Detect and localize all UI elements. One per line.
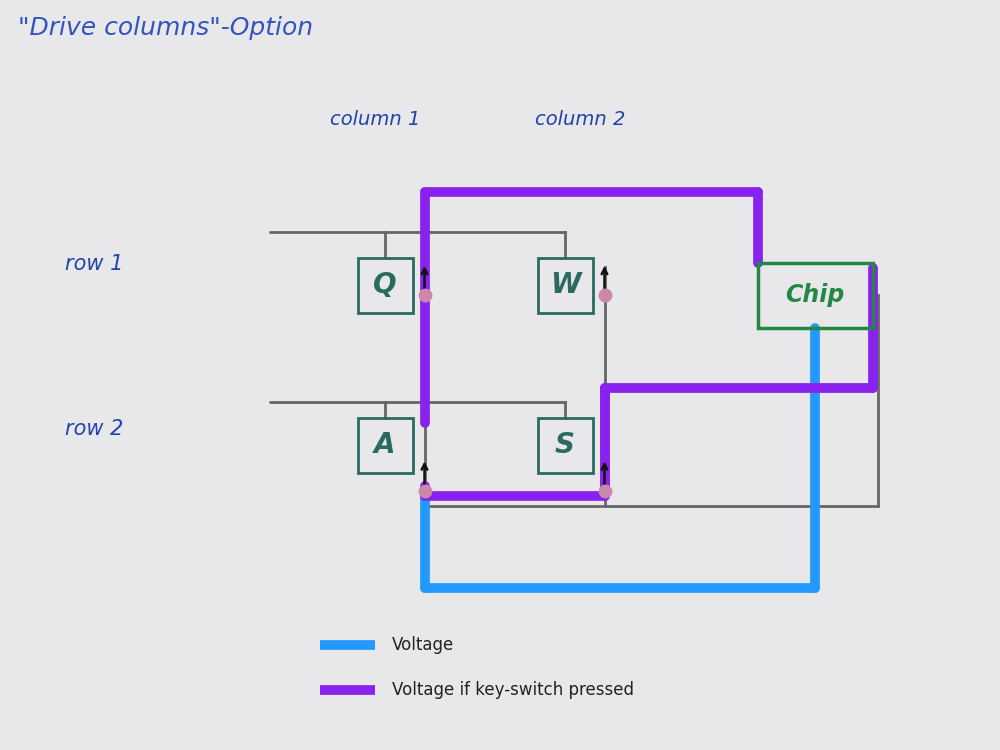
Text: A: A: [374, 431, 396, 459]
Text: row 2: row 2: [65, 419, 123, 439]
Text: Voltage if key-switch pressed: Voltage if key-switch pressed: [392, 681, 634, 699]
Text: column 1: column 1: [330, 110, 420, 129]
Text: column 2: column 2: [535, 110, 625, 129]
Text: S: S: [555, 431, 575, 459]
Text: "Drive columns"-Option: "Drive columns"-Option: [18, 16, 313, 40]
Bar: [538, 257, 592, 313]
Text: W: W: [550, 271, 580, 299]
Text: row 1: row 1: [65, 254, 123, 274]
Text: Voltage: Voltage: [392, 636, 454, 654]
Bar: [758, 262, 872, 328]
Bar: [358, 257, 413, 313]
Bar: [358, 418, 413, 472]
Bar: [538, 418, 592, 472]
Text: Q: Q: [373, 271, 397, 299]
Text: Chip: Chip: [785, 283, 845, 307]
